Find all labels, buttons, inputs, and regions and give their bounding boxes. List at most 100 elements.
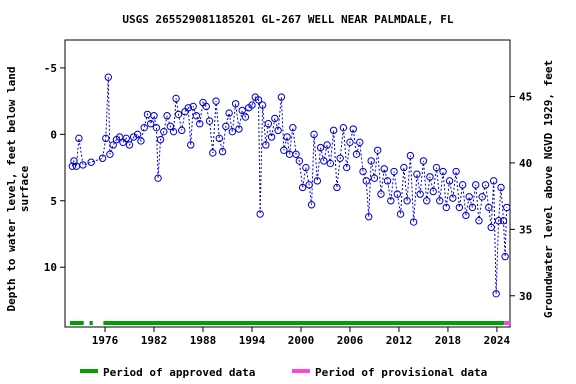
data-point (137, 137, 145, 145)
data-point (302, 163, 310, 172)
x-tick-label: 2012 (386, 334, 413, 347)
data-point (178, 126, 186, 135)
data-point (442, 203, 451, 212)
data-point (346, 138, 354, 147)
data-point (310, 130, 318, 139)
data-point (102, 134, 110, 143)
data-point (98, 154, 107, 162)
data-point (264, 120, 273, 128)
data-point (426, 173, 434, 181)
data-point (189, 102, 197, 111)
y2-tick-label: 35 (519, 223, 532, 236)
x-tick-label: 1982 (141, 334, 168, 347)
data-point (362, 177, 370, 185)
data-point (209, 149, 217, 157)
data-point (154, 174, 162, 182)
data-point (503, 203, 511, 212)
plot-frame (64, 39, 511, 328)
data-point (160, 127, 168, 136)
x-tick-label: 2006 (337, 334, 364, 347)
data-point (122, 134, 130, 143)
data-point (475, 217, 483, 225)
period-bar (504, 321, 510, 325)
y-tick-label: 10 (44, 261, 57, 274)
y2-axis-label: Groundwater level above NGVD 1929, feet (542, 60, 555, 318)
data-point (241, 113, 250, 121)
data-point (238, 106, 246, 115)
data-point (262, 141, 270, 149)
data-point (248, 101, 256, 109)
data-point (323, 141, 331, 149)
data-point (489, 177, 498, 185)
data-point (283, 133, 291, 141)
data-point (133, 130, 142, 139)
data-point (295, 157, 304, 165)
y-tick-label: -5 (44, 62, 57, 75)
data-point (406, 151, 415, 160)
data-point (400, 163, 408, 172)
legend-swatch (80, 369, 98, 373)
data-point (352, 150, 361, 158)
data-point (429, 187, 437, 196)
data-point (228, 127, 237, 136)
legend-label: Period of approved data (103, 366, 255, 379)
x-tick-label: 1976 (92, 334, 119, 347)
data-point (225, 109, 233, 117)
data-point (305, 181, 313, 189)
data-point (396, 210, 405, 218)
data-point (367, 157, 375, 165)
data-point (192, 112, 201, 120)
y-axis-label-line: surface (18, 165, 31, 212)
x-tick-label: 2000 (288, 334, 315, 347)
data-point (79, 161, 87, 169)
y-tick-label: 5 (50, 195, 57, 208)
data-point (499, 217, 508, 225)
data-point (256, 210, 264, 218)
data-point (212, 97, 220, 105)
data-point (196, 120, 204, 128)
y-axis-label-line: Depth to water level, feet below land (5, 66, 18, 311)
data-point (365, 213, 373, 221)
data-point (445, 177, 454, 185)
x-tick-label: 1994 (239, 334, 266, 347)
data-point (87, 158, 95, 166)
chart-title: USGS 265529081185201 GL-267 WELL NEAR PA… (122, 13, 454, 26)
data-point (333, 183, 341, 192)
data-point (370, 174, 379, 182)
data-point (320, 157, 328, 165)
x-tick-label: 1988 (190, 334, 217, 347)
y2-tick-label: 45 (519, 90, 532, 103)
data-point (298, 183, 307, 192)
data-point (393, 190, 402, 198)
data-point (292, 150, 300, 158)
data-point (68, 162, 77, 170)
period-bar (89, 321, 93, 325)
data-point (383, 177, 392, 185)
data-point (147, 120, 155, 128)
data-point (166, 122, 175, 131)
data-point (280, 146, 288, 154)
data-point (329, 126, 338, 135)
data-point (432, 163, 441, 172)
data-point (202, 102, 210, 111)
data-point (109, 141, 117, 149)
data-point (235, 125, 243, 133)
data-point (119, 138, 127, 147)
y2-tick-label: 40 (519, 157, 532, 170)
data-point (184, 104, 192, 112)
data-point (449, 194, 457, 202)
data-point (416, 190, 424, 198)
legend-swatch (292, 369, 310, 373)
data-point (359, 167, 367, 176)
period-bar (69, 321, 84, 325)
data-point (125, 141, 134, 149)
x-tick-label: 2024 (484, 334, 511, 347)
data-point (374, 146, 382, 154)
data-point (403, 197, 411, 205)
data-point (485, 203, 493, 212)
data-point (222, 122, 230, 131)
data-point (452, 167, 460, 176)
data-point (342, 163, 351, 172)
data-point (413, 170, 421, 178)
